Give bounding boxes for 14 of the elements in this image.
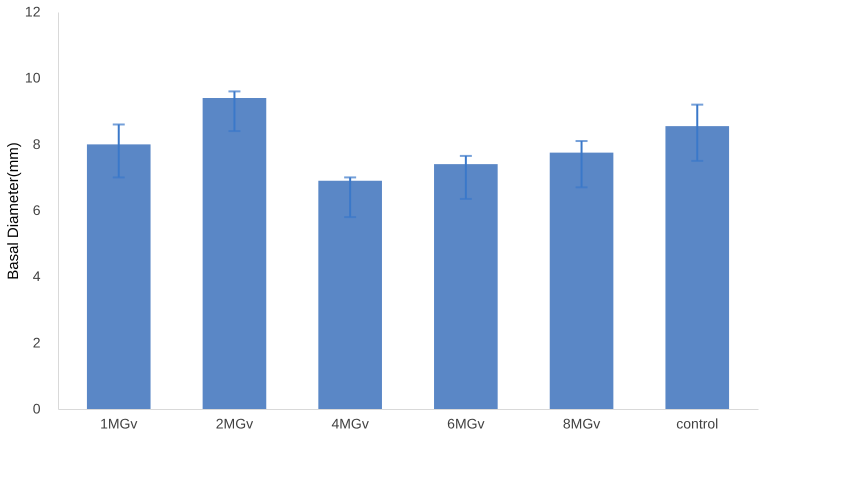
y-tick-label: 6	[32, 202, 41, 218]
y-tick-label: 10	[24, 70, 41, 86]
y-tick-label: 2	[32, 334, 41, 350]
y-tick-label: 12	[24, 4, 41, 20]
y-tick-label: 8	[32, 136, 41, 152]
x-tick-label: 2MGv	[216, 416, 254, 432]
x-tick-label: 8MGv	[562, 416, 600, 432]
y-axis-title: Basal Diameter(mm)	[4, 142, 22, 280]
y-tick-label: 4	[32, 268, 41, 284]
x-tick-label: 1MGv	[100, 416, 138, 432]
x-tick-label: 6MGv	[447, 416, 485, 432]
y-tick-label: 0	[32, 400, 41, 416]
x-tick-label: control	[676, 416, 718, 432]
x-tick-label: 4MGv	[331, 416, 369, 432]
